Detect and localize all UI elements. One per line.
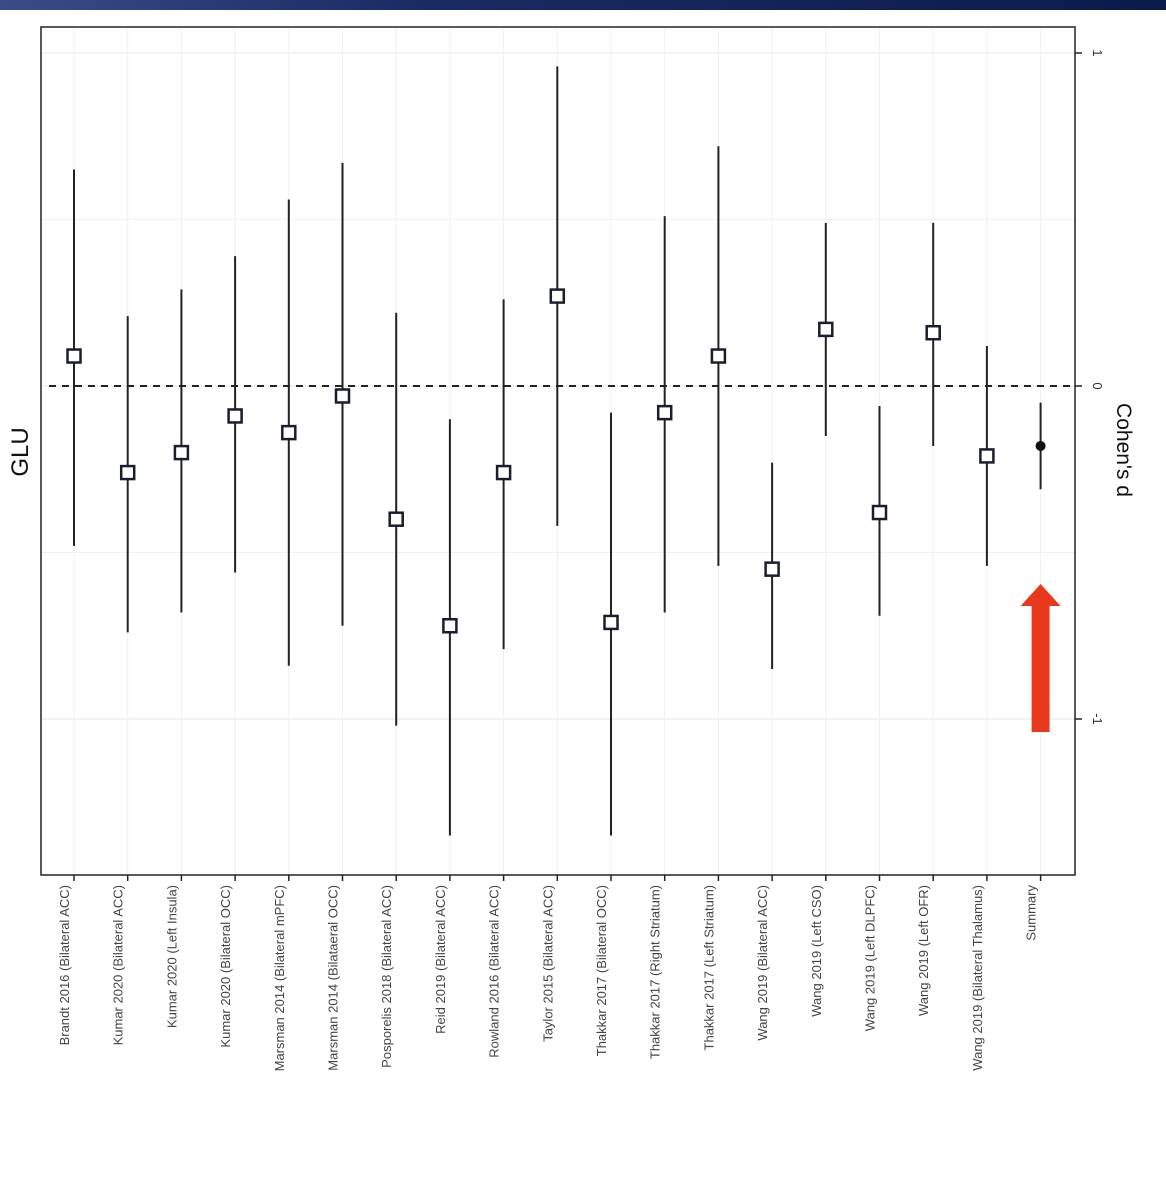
category-label: Marsman 2014 (Bilateral mPFC): [272, 885, 287, 1071]
estimate-point: [710, 348, 727, 364]
estimate-point: [656, 404, 673, 421]
estimate-point: [871, 504, 888, 521]
estimate-point: [925, 324, 941, 341]
category-label: Wang 2019 (Bilateral ACC): [755, 885, 770, 1041]
category-label: Kumar 2020 (Left Insula): [164, 885, 179, 1028]
estimate-point: [227, 408, 243, 424]
estimate-point: [388, 511, 404, 527]
category-label: Wang 2019 (Bilateral Thalamus): [970, 885, 985, 1071]
annotation-arrow-shaft: [1031, 606, 1050, 732]
tick-label: 1: [1090, 49, 1105, 56]
category-axis: Brandt 2016 (Bilateral ACC) Kumar 2020 (B…: [57, 875, 1042, 1071]
category-label: Posporelis 2018 (Bilateral ACC): [379, 885, 394, 1068]
value-axis: 1 0 -1: [1075, 49, 1105, 725]
estimate-point: [173, 444, 190, 461]
estimate-point: [119, 464, 136, 481]
category-label: Thakkar 2017 (Bilateral OCC): [594, 885, 609, 1056]
estimate-point: [818, 321, 834, 338]
estimate-point: [979, 448, 995, 464]
tick-label: -1: [1090, 713, 1105, 725]
category-label: Rowland 2016 (Bilateral ACC): [487, 885, 502, 1058]
estimate-point: [603, 614, 619, 631]
estimate-point: [549, 288, 566, 304]
summary-point: [1035, 440, 1046, 451]
estimate-point: [442, 618, 458, 634]
category-label: Taylor 2015 (Bilateral ACC): [540, 885, 555, 1042]
category-label: Reid 2019 (Bilateral ACC): [433, 885, 448, 1034]
category-label: Wang 2019 (Left OFR): [916, 885, 931, 1016]
annotation-layer: [1020, 584, 1061, 732]
category-label: Marsman 2014 (Bilataeral OCC): [326, 885, 341, 1071]
category-label: Brandt 2016 (Bilateral ACC): [57, 885, 72, 1045]
estimate-point: [495, 464, 512, 481]
value-axis-title: Cohen's d: [1112, 403, 1135, 497]
category-label: Thakkar 2017 (Left Striatum): [701, 885, 716, 1050]
tick-label: 0: [1090, 382, 1105, 389]
category-label: Kumar 2020 (Bilateral ACC): [111, 885, 126, 1045]
marks-layer: [66, 66, 1046, 836]
category-label: Wang 2019 (Left DLPFC): [863, 885, 878, 1031]
category-label: Summary: [1024, 885, 1039, 941]
estimate-point: [66, 348, 82, 364]
category-label: Kumar 2020 (Bilateral OCC): [218, 885, 233, 1048]
estimate-point: [764, 561, 780, 577]
panel-title: GLU: [7, 427, 34, 476]
slide-top-band: [0, 0, 1166, 10]
annotation-arrow-head: [1020, 584, 1061, 606]
estimate-point: [281, 424, 297, 441]
category-label: Thakkar 2017 (Right Striatum): [648, 885, 663, 1059]
category-label: Wang 2019 (Left CSO): [809, 885, 824, 1017]
estimate-point: [334, 388, 351, 404]
